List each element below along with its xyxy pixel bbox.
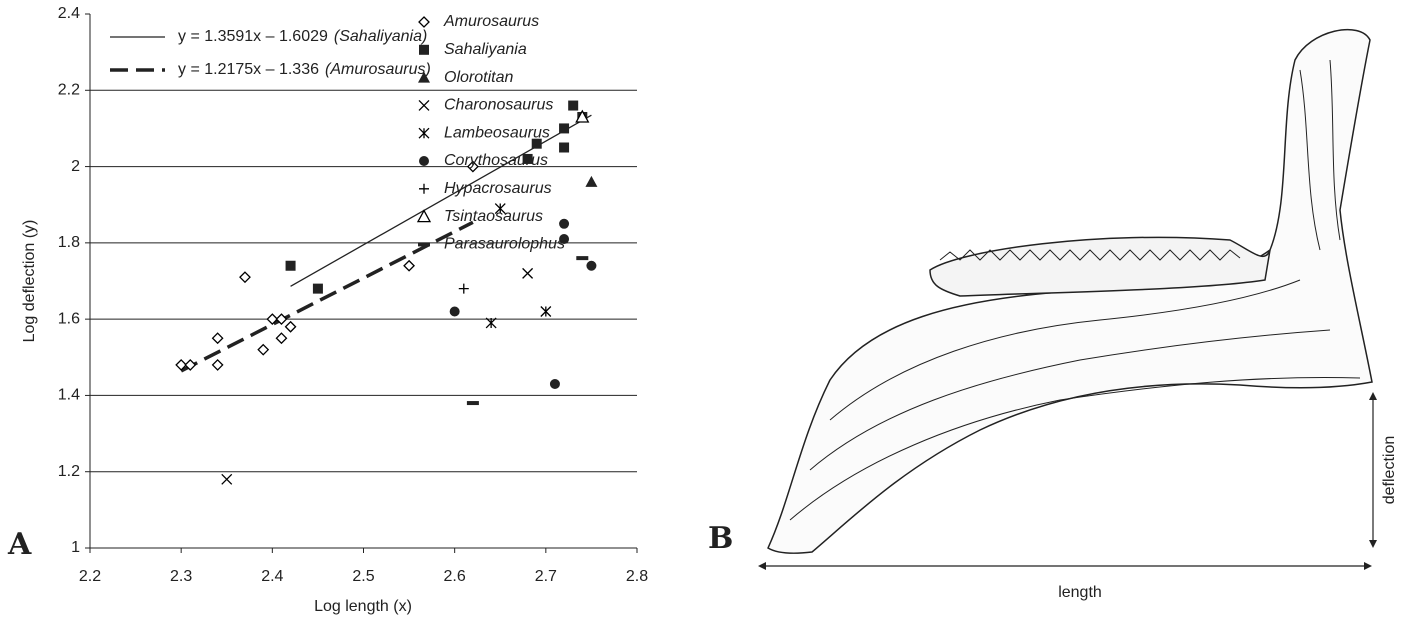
data-point bbox=[239, 271, 251, 284]
legend-marker bbox=[419, 183, 429, 194]
legend-label: Sahaliyania bbox=[444, 41, 527, 58]
data-point bbox=[466, 401, 479, 406]
data-point bbox=[449, 306, 460, 317]
deflection-label: deflection bbox=[1381, 436, 1398, 505]
data-point bbox=[540, 306, 552, 317]
legend-label: Hypacrosaurus bbox=[444, 180, 552, 197]
data-point bbox=[531, 138, 542, 149]
x-tick-label: 2.4 bbox=[261, 568, 283, 585]
legend-label: Amurosaurus bbox=[443, 13, 539, 30]
legend-label: Charonosaurus bbox=[444, 97, 553, 114]
legend-marker bbox=[418, 16, 430, 28]
data-point bbox=[522, 153, 533, 164]
fit-legend-label: y = 1.3591x – 1.6029 (Sahaliyania) bbox=[178, 28, 427, 45]
data-point bbox=[403, 259, 416, 272]
data-point bbox=[458, 283, 469, 294]
y-tick-label: 2.4 bbox=[58, 5, 80, 22]
data-point bbox=[494, 203, 506, 214]
fit-legend-label: y = 1.2175x – 1.336 (Amurosaurus) bbox=[178, 61, 431, 78]
y-tick-label: 1.6 bbox=[58, 310, 80, 327]
legend-label: Olorotitan bbox=[444, 69, 513, 86]
fit-line bbox=[180, 220, 474, 373]
data-point bbox=[175, 358, 188, 371]
legend-label: Corythosaurus bbox=[444, 152, 548, 169]
data-point bbox=[275, 332, 288, 345]
data-point bbox=[576, 256, 589, 261]
data-point bbox=[466, 160, 479, 173]
data-point bbox=[549, 378, 560, 389]
x-tick-label: 2.8 bbox=[626, 568, 648, 585]
y-tick-label: 2 bbox=[71, 158, 80, 175]
data-point bbox=[559, 234, 570, 245]
data-point bbox=[275, 313, 288, 326]
x-axis-label: Log length (x) bbox=[314, 598, 412, 615]
x-tick-label: 2.6 bbox=[444, 568, 466, 585]
data-point bbox=[312, 283, 323, 294]
fit-species: (Sahaliyania) bbox=[334, 28, 427, 45]
data-point bbox=[184, 358, 197, 371]
data-point bbox=[284, 320, 297, 333]
y-tick-label: 1 bbox=[71, 539, 80, 556]
dimension-lines bbox=[758, 392, 1377, 570]
length-label: length bbox=[1058, 584, 1102, 601]
x-tick-label: 2.3 bbox=[170, 568, 192, 585]
legend-label: Parasaurolophus bbox=[444, 236, 565, 253]
fit-equation: y = 1.3591x – 1.6029 bbox=[178, 28, 328, 45]
y-tick-label: 1.2 bbox=[58, 463, 80, 480]
panel-label: A bbox=[7, 527, 32, 562]
data-point bbox=[257, 343, 270, 356]
data-point bbox=[485, 317, 497, 329]
fit-species: (Amurosaurus) bbox=[325, 61, 431, 78]
fit-equation: y = 1.2175x – 1.336 bbox=[178, 61, 319, 78]
data-point bbox=[575, 109, 590, 123]
legend-marker bbox=[419, 44, 429, 55]
data-point bbox=[266, 313, 279, 326]
data-point bbox=[522, 267, 534, 279]
legend-label: Lambeosaurus bbox=[444, 124, 550, 141]
y-tick-label: 1.8 bbox=[58, 234, 80, 251]
legend-marker bbox=[416, 209, 432, 223]
legend-marker bbox=[418, 71, 430, 83]
jaw-drawing bbox=[767, 28, 1373, 554]
legend-marker bbox=[419, 156, 429, 166]
data-point bbox=[285, 260, 296, 271]
data-point bbox=[585, 175, 598, 187]
x-tick-label: 2.5 bbox=[352, 568, 374, 585]
legend-label: Tsintaosaurus bbox=[444, 208, 543, 225]
x-tick-label: 2.7 bbox=[535, 568, 557, 585]
data-point bbox=[211, 332, 224, 345]
y-axis-label: Log deflection (y) bbox=[21, 220, 38, 343]
x-tick-label: 2.2 bbox=[79, 568, 101, 585]
data-point bbox=[559, 142, 570, 153]
y-tick-label: 2.2 bbox=[58, 82, 80, 99]
legend-marker bbox=[418, 242, 430, 247]
data-point bbox=[211, 358, 224, 371]
data-point bbox=[221, 473, 233, 485]
data-point bbox=[586, 260, 597, 271]
data-point bbox=[568, 100, 579, 111]
legend-marker bbox=[418, 99, 430, 111]
panel-label: B bbox=[708, 521, 733, 556]
data-point bbox=[559, 218, 570, 229]
y-tick-label: 1.4 bbox=[58, 387, 80, 404]
legend-marker bbox=[418, 127, 430, 139]
data-point bbox=[559, 123, 570, 134]
